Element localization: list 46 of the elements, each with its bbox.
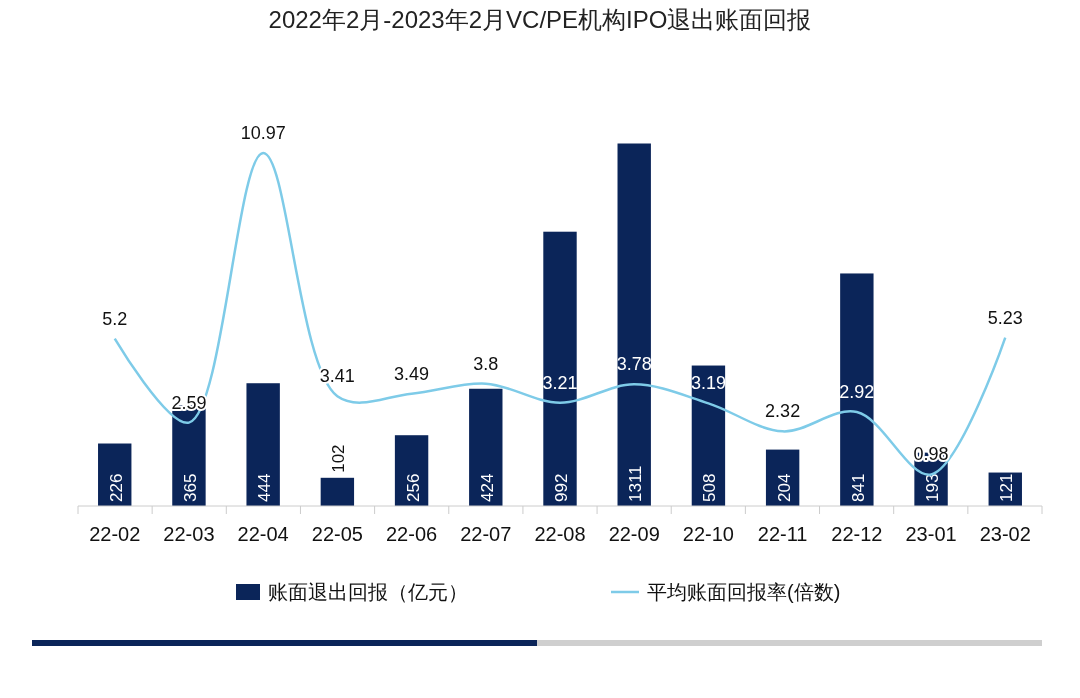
data-label: 992 — [552, 473, 571, 502]
data-label: 204 — [774, 473, 794, 502]
x-tick-label: 22-03 — [163, 523, 215, 545]
data-label: 10.97 — [240, 122, 286, 143]
data-label: 444 — [255, 473, 275, 502]
bar — [320, 477, 355, 506]
data-label: 2.92 — [839, 382, 875, 403]
x-tick-label: 22-12 — [831, 523, 883, 545]
data-label: 256 — [403, 473, 423, 502]
data-label: 3.21 — [542, 372, 578, 393]
x-tick-label: 22-09 — [608, 523, 660, 545]
legend-label: 平均账面回报率(倍数) — [647, 581, 841, 603]
bar — [246, 383, 280, 506]
x-tick-label: 23-01 — [905, 523, 957, 545]
chart-title: 2022年2月-2023年2月VC/PE机构IPO退出账面回报 — [268, 6, 812, 33]
data-label: 3.19 — [690, 373, 726, 394]
data-label: 5.23 — [987, 307, 1023, 328]
data-label: 3.49 — [394, 363, 430, 384]
bar — [543, 231, 577, 506]
data-label: 3.41 — [319, 366, 355, 387]
data-label: 121 — [997, 473, 1017, 502]
bar — [469, 388, 503, 506]
x-tick-label: 22-05 — [311, 523, 363, 545]
data-label: 102 — [329, 444, 349, 473]
data-label: 193 — [923, 473, 943, 502]
data-label: 3.8 — [473, 353, 499, 374]
x-tick-label: 22-06 — [386, 523, 438, 545]
x-tick-label: 22-11 — [757, 523, 808, 545]
bar — [617, 143, 651, 506]
x-tick-label: 22-04 — [237, 523, 289, 545]
data-label: 841 — [848, 473, 868, 502]
x-tick-label: 23-02 — [979, 523, 1031, 545]
data-label: 424 — [477, 473, 497, 502]
x-tick-label: 22-08 — [534, 523, 586, 545]
data-label: 226 — [106, 473, 126, 502]
x-tick-label: 22-02 — [89, 523, 141, 545]
data-label: 5.2 — [102, 308, 128, 329]
x-tick-label: 22-07 — [460, 523, 512, 545]
data-label: 3.78 — [616, 354, 652, 375]
data-label: 365 — [180, 473, 200, 502]
data-label: 2.32 — [765, 401, 801, 422]
bar — [840, 273, 874, 506]
legend-label: 账面退出回报（亿元） — [268, 581, 468, 603]
data-label: 1311 — [626, 465, 646, 502]
x-tick-label: 22-10 — [682, 523, 734, 545]
data-label: 508 — [700, 473, 720, 502]
